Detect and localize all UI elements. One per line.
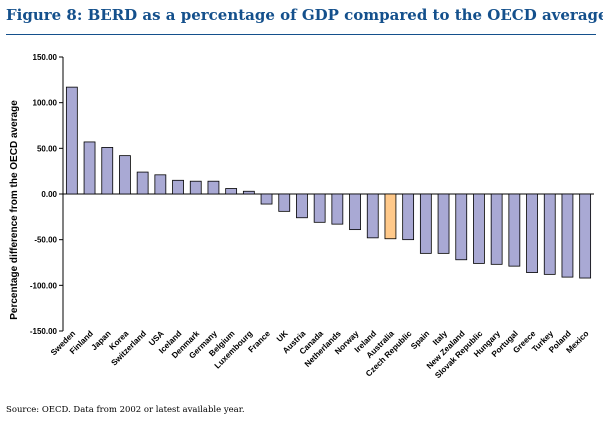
source-note: Source: OECD. Data from 2002 or latest a…: [6, 405, 245, 415]
bar-uk: [278, 193, 291, 212]
bar-turkey: [543, 193, 556, 275]
bar-korea: [119, 155, 131, 195]
y-tick-label: -50.00: [34, 236, 57, 245]
bar-poland: [561, 193, 574, 278]
bar-spain: [419, 193, 432, 254]
bar-iceland: [172, 179, 184, 195]
bar-austria: [296, 193, 308, 219]
bar-denmark: [189, 180, 202, 195]
bar-canada: [313, 193, 326, 223]
bar-japan: [101, 147, 114, 195]
y-tick-label: 150.00: [33, 53, 58, 62]
bar-australia: [384, 193, 397, 240]
bar-greece: [526, 193, 538, 273]
bar-france: [260, 193, 273, 205]
bar-portugal: [508, 193, 521, 267]
y-axis: 150.00 100.00 50.00 0.00 -50.00 -100.00 -150.0…: [30, 53, 594, 336]
bar-hungary: [490, 193, 503, 265]
bar-sweden: [65, 86, 78, 195]
bar-mexico: [579, 193, 592, 279]
bar-slovak-republic: [473, 193, 485, 264]
category-label: Spain: [409, 329, 431, 351]
y-axis-title: Percentage difference from the OECD aver…: [9, 100, 20, 320]
bar-switzerland: [136, 171, 149, 195]
bar-chart: 150.00 100.00 50.00 0.00 -50.00 -100.00 -150.0…: [9, 53, 594, 380]
y-tick-label: 0.00: [41, 190, 57, 199]
bar-usa: [154, 174, 167, 195]
y-tick-label: -150.00: [30, 327, 58, 336]
title-rule: [6, 34, 596, 35]
bar-ireland: [366, 193, 379, 239]
bar-belgium: [225, 188, 238, 195]
bars: [65, 86, 592, 279]
bar-italy: [437, 193, 450, 254]
bar-netherlands: [331, 193, 344, 225]
category-label: Japan: [90, 329, 113, 352]
bar-luxembourg: [242, 190, 255, 195]
figure-title: Figure 8: BERD as a percentage of GDP co…: [6, 6, 603, 24]
y-tick-label: 100.00: [33, 99, 58, 108]
bar-norway: [349, 193, 361, 231]
bar-new-zealand: [455, 193, 468, 261]
bar-czech-republic: [402, 193, 415, 241]
bar-finland: [83, 141, 96, 195]
y-tick-label: 50.00: [37, 144, 58, 153]
bar-germany: [207, 180, 220, 195]
y-tick-label: -100.00: [30, 281, 58, 290]
